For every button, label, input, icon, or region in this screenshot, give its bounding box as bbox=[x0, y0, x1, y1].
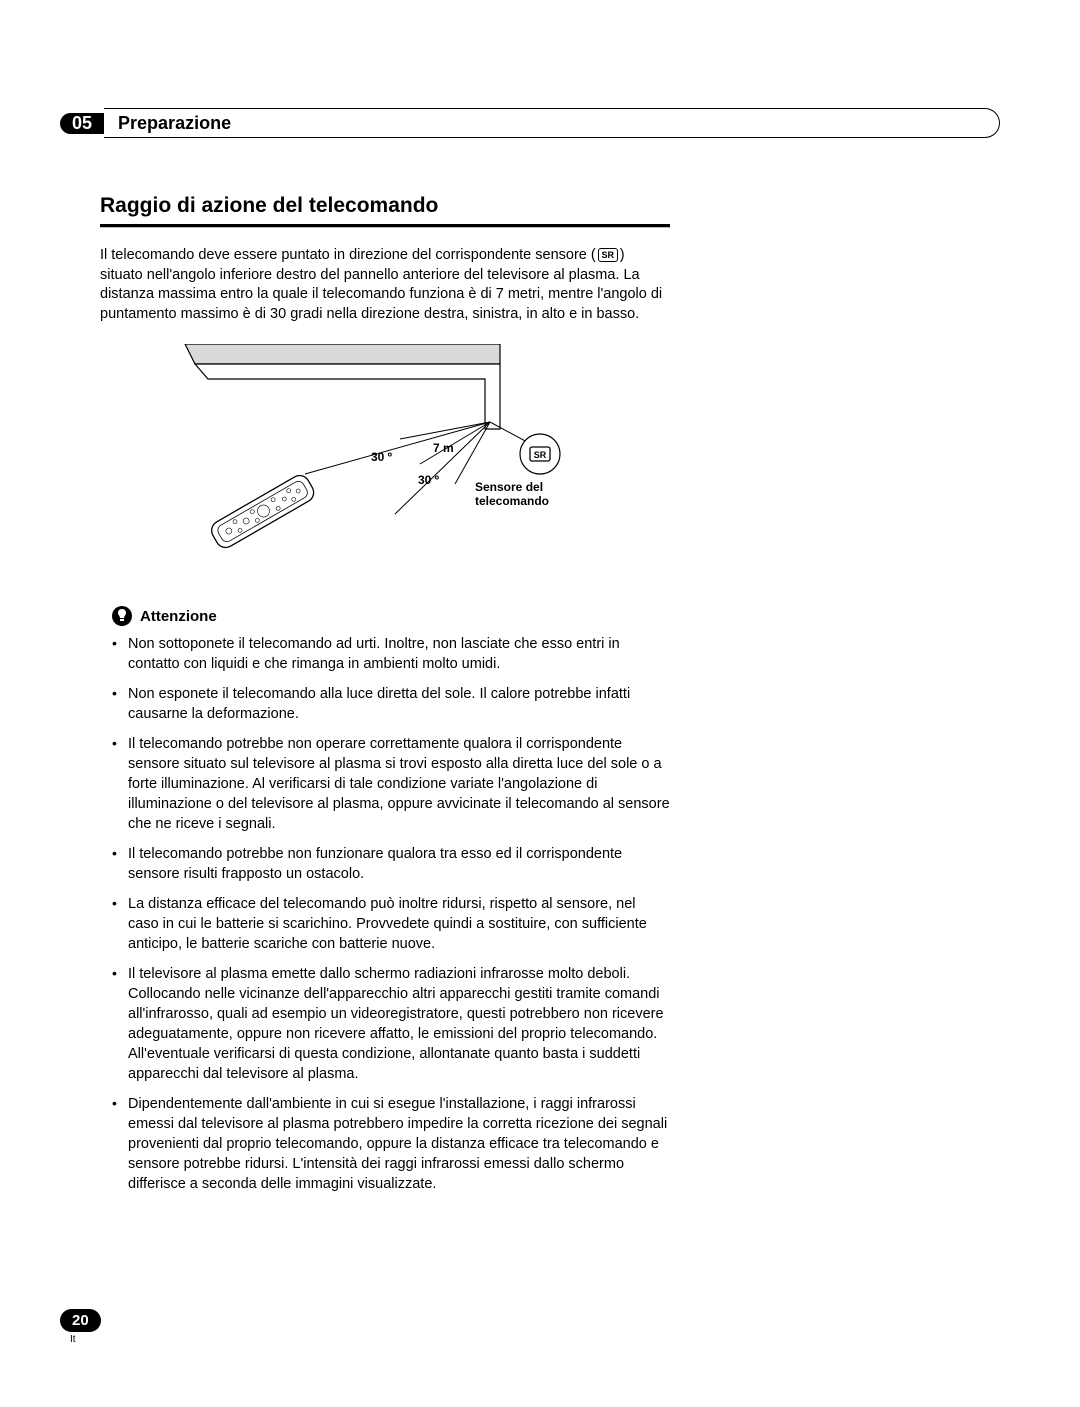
intro-text-pre: Il telecomando deve essere puntato in di… bbox=[100, 247, 596, 263]
warning-heading: Attenzione bbox=[112, 606, 670, 626]
intro-paragraph: Il telecomando deve essere puntato in di… bbox=[100, 246, 670, 324]
warning-item: Non sottoponete il telecomando ad urti. … bbox=[112, 634, 670, 674]
sensor-icon-label: SR bbox=[534, 450, 547, 460]
chapter-bar: 05 Preparazione bbox=[60, 108, 1000, 138]
sr-icon: SR bbox=[598, 248, 618, 262]
tv-corner bbox=[185, 344, 500, 429]
warning-list: Non sottoponete il telecomando ad urti. … bbox=[100, 634, 670, 1194]
warning-item: Dipendentemente dall'ambiente in cui si … bbox=[112, 1094, 670, 1194]
content-column: Raggio di azione del telecomando Il tele… bbox=[100, 194, 670, 1194]
warning-item: Non esponete il telecomando alla luce di… bbox=[112, 684, 670, 724]
chapter-title-wrap: Preparazione bbox=[104, 108, 1000, 138]
sensor-callout: SR bbox=[490, 422, 560, 474]
page: 05 Preparazione Raggio di azione del tel… bbox=[0, 0, 1080, 1407]
distance-label: 7 m bbox=[433, 441, 454, 455]
angle-lower-label: 30 º bbox=[418, 473, 440, 487]
section-title: Raggio di azione del telecomando bbox=[100, 194, 670, 218]
sensor-label-l1: Sensore del bbox=[475, 480, 543, 494]
sensor-label-l2: telecomando bbox=[475, 494, 549, 508]
language-code: It bbox=[70, 1334, 101, 1345]
angle-upper-label: 30 º bbox=[371, 450, 393, 464]
rays bbox=[305, 422, 490, 514]
warning-item: Il telecomando potrebbe non funzionare q… bbox=[112, 844, 670, 884]
page-number: 20 bbox=[60, 1309, 101, 1332]
page-footer: 20 It bbox=[60, 1309, 101, 1345]
chapter-title: Preparazione bbox=[104, 113, 231, 134]
warning-icon bbox=[112, 606, 132, 626]
warning-item: Il televisore al plasma emette dallo sch… bbox=[112, 964, 670, 1084]
chapter-number: 05 bbox=[60, 113, 104, 134]
remote-icon bbox=[208, 472, 317, 551]
section-rule bbox=[100, 224, 670, 228]
warning-item: La distanza efficace del telecomando può… bbox=[112, 894, 670, 954]
warning-title: Attenzione bbox=[140, 608, 217, 625]
remote-range-diagram: SR 30 º 7 m 30 º Sensore del tele bbox=[100, 344, 670, 559]
warning-item: Il telecomando potrebbe non operare corr… bbox=[112, 734, 670, 834]
